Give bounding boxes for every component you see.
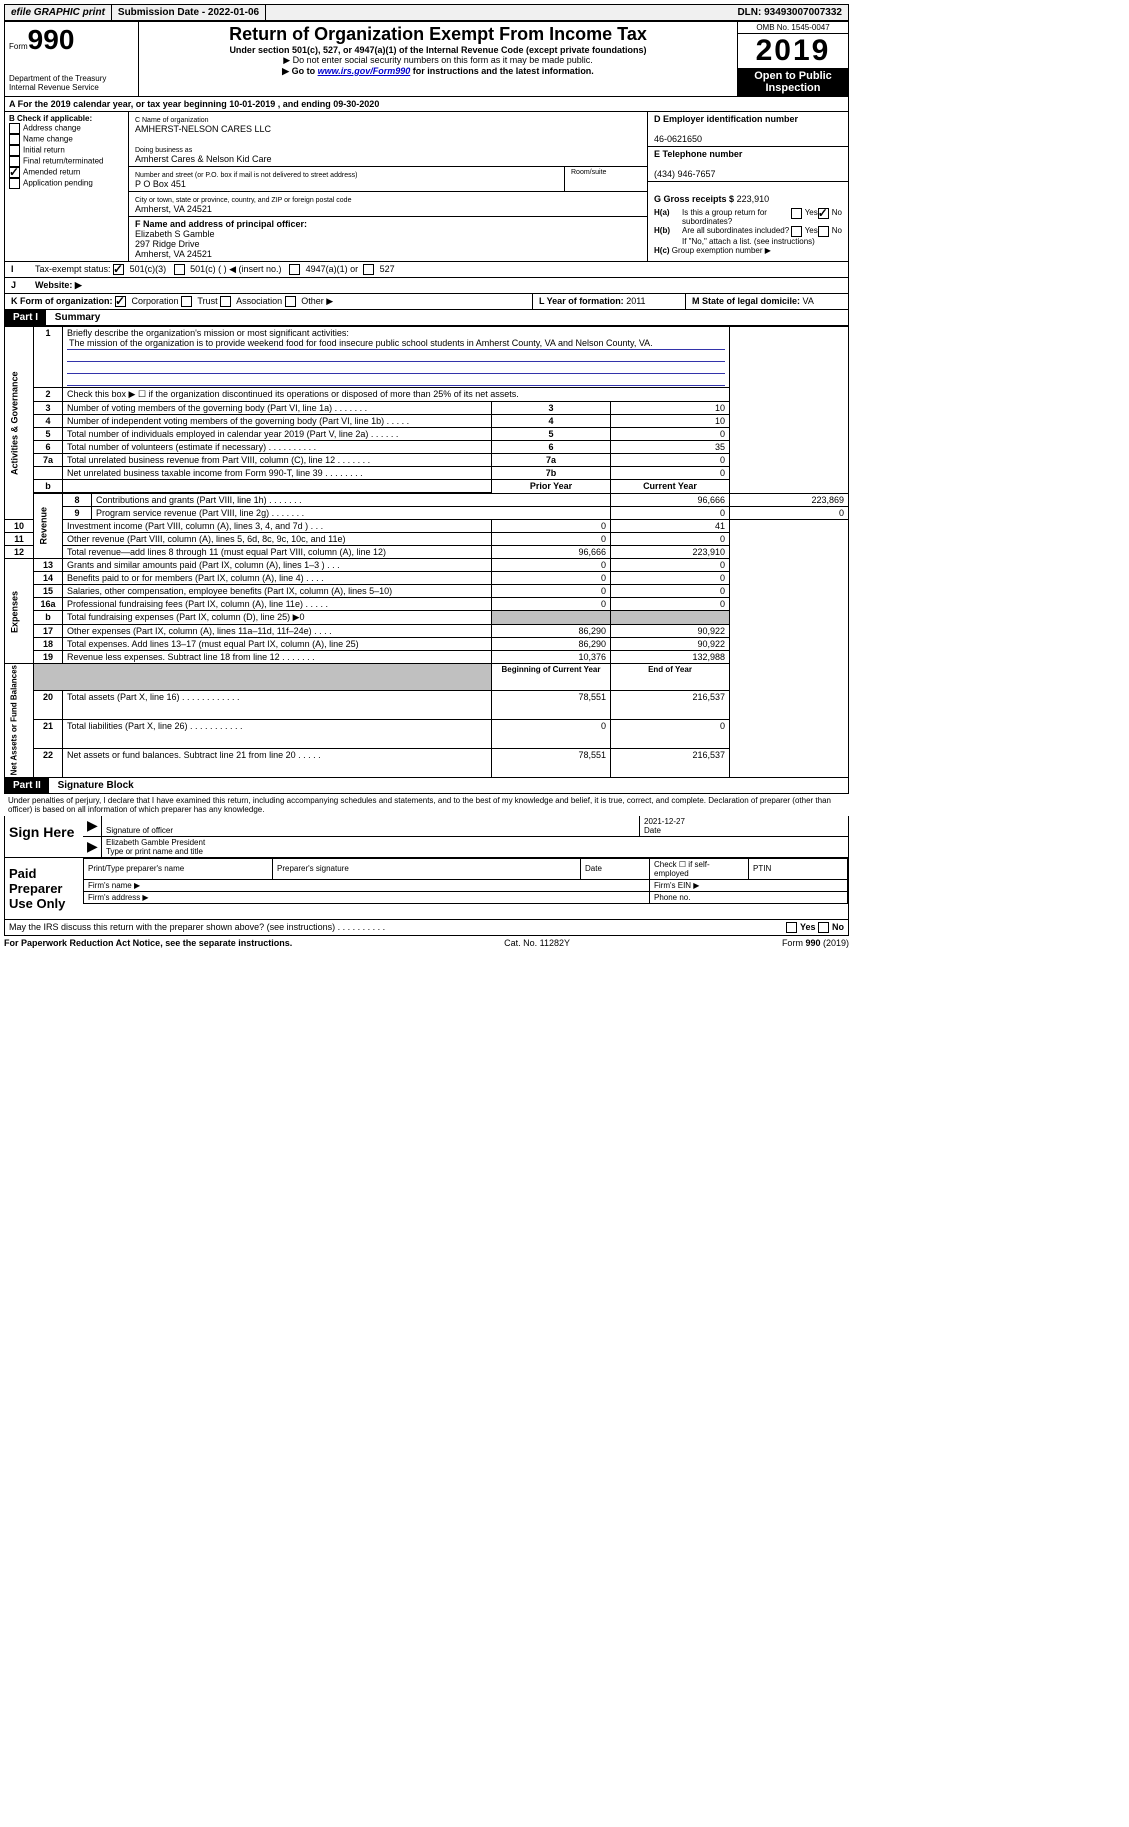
- paid-preparer-label: Paid Preparer Use Only: [5, 858, 83, 919]
- 527-checkbox[interactable]: [363, 264, 374, 275]
- table-row: bPrior YearCurrent Year: [5, 480, 849, 494]
- org-dba: Amherst Cares & Nelson Kid Care: [135, 154, 272, 164]
- tax-year: 2019: [738, 34, 848, 68]
- irs-link[interactable]: www.irs.gov/Form990: [318, 66, 411, 76]
- ha-yes-checkbox[interactable]: [791, 208, 802, 219]
- open-inspection: Open to Public Inspection: [738, 68, 848, 96]
- form-number-cell: Form990 Department of the Treasury Inter…: [5, 22, 139, 96]
- table-row: 7aTotal unrelated business revenue from …: [5, 454, 849, 467]
- gross-receipts: 223,910: [737, 194, 770, 204]
- expenses-label: Expenses: [5, 559, 34, 664]
- org-name: AMHERST-NELSON CARES LLC: [135, 124, 271, 134]
- pra-notice: For Paperwork Reduction Act Notice, see …: [4, 938, 292, 948]
- discuss-no-checkbox[interactable]: [818, 922, 829, 933]
- initial-checkbox[interactable]: [9, 145, 20, 156]
- table-row: Net unrelated business taxable income fr…: [5, 467, 849, 480]
- form-version: Form 990 (2019): [782, 938, 849, 948]
- sign-here-label: Sign Here: [5, 816, 83, 857]
- form-note1: ▶ Do not enter social security numbers o…: [141, 55, 735, 66]
- irs-label: Internal Revenue Service: [9, 83, 134, 92]
- 4947-checkbox[interactable]: [289, 264, 300, 275]
- part1-badge: Part I: [5, 310, 46, 325]
- sign-here-block: Sign Here ▶ Signature of officer 2021-12…: [4, 816, 849, 858]
- table-row: 3Number of voting members of the governi…: [5, 402, 849, 415]
- part2-title: Signature Block: [52, 778, 140, 793]
- title-cell: Return of Organization Exempt From Incom…: [139, 22, 737, 96]
- phone: (434) 946-7657: [654, 169, 716, 179]
- 501c-checkbox[interactable]: [174, 264, 185, 275]
- summary-table: Activities & Governance 1 Briefly descri…: [4, 326, 849, 777]
- form-note2: ▶ Go to www.irs.gov/Form990 for instruct…: [141, 66, 735, 77]
- corp-checkbox[interactable]: [115, 296, 126, 307]
- footer: For Paperwork Reduction Act Notice, see …: [4, 936, 849, 950]
- 501c3-checkbox[interactable]: [113, 264, 124, 275]
- omb-label: OMB No. 1545-0047: [738, 22, 848, 34]
- other-checkbox[interactable]: [285, 296, 296, 307]
- efile-label: efile GRAPHIC print: [5, 5, 112, 20]
- row-k: K Form of organization: Corporation Trus…: [4, 294, 849, 310]
- form-subtitle: Under section 501(c), 527, or 4947(a)(1)…: [141, 45, 735, 55]
- table-row: 5Total number of individuals employed in…: [5, 428, 849, 441]
- revenue-label: Revenue: [34, 493, 63, 559]
- col-c-orginfo: C Name of organization AMHERST-NELSON CA…: [129, 112, 647, 261]
- part1-header-row: Part I Summary: [4, 310, 849, 326]
- discuss-row: May the IRS discuss this return with the…: [4, 920, 849, 936]
- pending-checkbox[interactable]: [9, 178, 20, 189]
- trust-checkbox[interactable]: [181, 296, 192, 307]
- form-title: Return of Organization Exempt From Incom…: [141, 24, 735, 45]
- part2-header-row: Part II Signature Block: [4, 778, 849, 794]
- assoc-checkbox[interactable]: [220, 296, 231, 307]
- discuss-yes-checkbox[interactable]: [786, 922, 797, 933]
- form-header: Form990 Department of the Treasury Inter…: [4, 21, 849, 97]
- amended-checkbox[interactable]: [9, 167, 20, 178]
- col-b-checkboxes: B Check if applicable: Address change Na…: [5, 112, 129, 261]
- part2-badge: Part II: [5, 778, 49, 793]
- mission-text: The mission of the organization is to pr…: [67, 338, 725, 350]
- netassets-label: Net Assets or Fund Balances: [5, 664, 34, 777]
- top-bar: efile GRAPHIC print Submission Date - 20…: [4, 4, 849, 21]
- governance-label: Activities & Governance: [5, 327, 34, 520]
- dln: DLN: 93493007007332: [266, 5, 848, 20]
- row-j: J Website: ▶: [4, 278, 849, 294]
- dept-label: Department of the Treasury: [9, 74, 134, 83]
- org-street: P O Box 451: [135, 179, 186, 189]
- hb-yes-checkbox[interactable]: [791, 226, 802, 237]
- addr-change-checkbox[interactable]: [9, 123, 20, 134]
- table-row: 6Total number of volunteers (estimate if…: [5, 441, 849, 454]
- row-a: A For the 2019 calendar year, or tax yea…: [4, 97, 849, 112]
- preparer-table: Print/Type preparer's name Preparer's si…: [83, 858, 848, 904]
- paid-preparer-block: Paid Preparer Use Only Print/Type prepar…: [4, 858, 849, 920]
- officer-name: Elizabeth S Gamble: [135, 229, 215, 239]
- submission-date: Submission Date - 2022-01-06: [112, 5, 266, 20]
- ha-no-checkbox[interactable]: [818, 208, 829, 219]
- penalty-statement: Under penalties of perjury, I declare th…: [4, 794, 849, 816]
- part1-title: Summary: [49, 310, 107, 325]
- name-change-checkbox[interactable]: [9, 134, 20, 145]
- officer-signed-name: Elizabeth Gamble President: [106, 838, 205, 847]
- row-i: I Tax-exempt status: 501(c)(3) 501(c) ( …: [4, 262, 849, 278]
- org-city: Amherst, VA 24521: [135, 204, 212, 214]
- hb-no-checkbox[interactable]: [818, 226, 829, 237]
- main-grid: B Check if applicable: Address change Na…: [4, 112, 849, 262]
- table-row: 4Number of independent voting members of…: [5, 415, 849, 428]
- year-cell: OMB No. 1545-0047 2019 Open to Public In…: [737, 22, 848, 96]
- col-d-info: D Employer identification number 46-0621…: [647, 112, 848, 261]
- cat-number: Cat. No. 11282Y: [504, 938, 570, 948]
- ein: 46-0621650: [654, 134, 702, 144]
